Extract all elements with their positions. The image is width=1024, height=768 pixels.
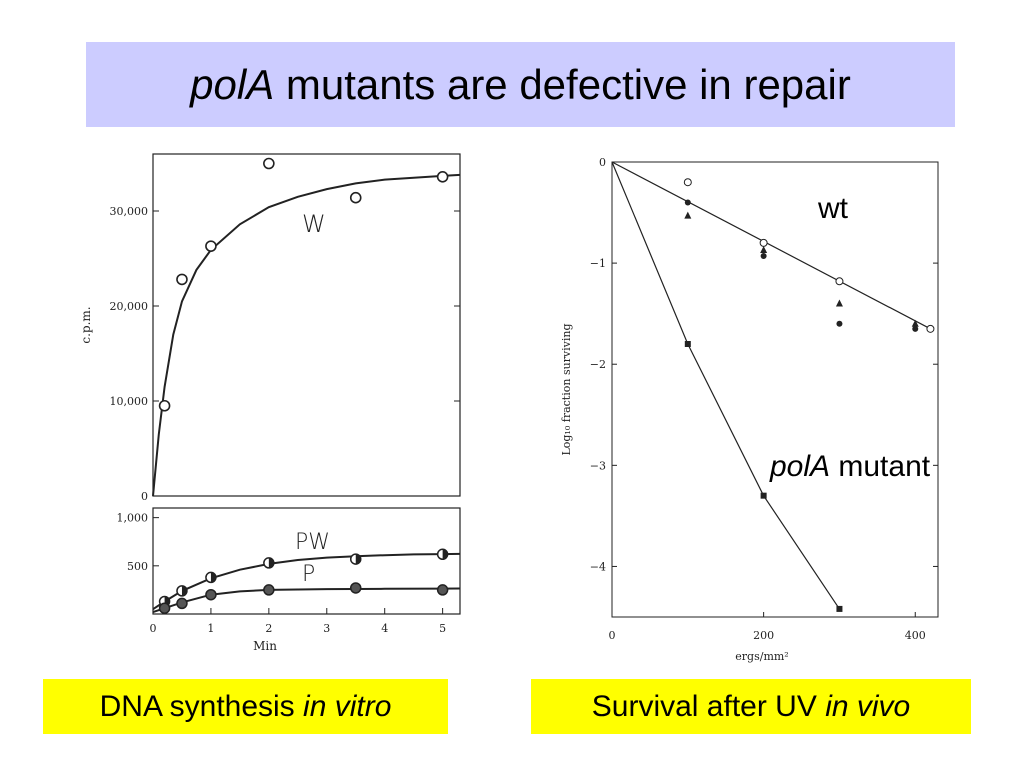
- series-line-w: [152, 173, 461, 497]
- x-tick-label: 5: [439, 622, 446, 635]
- mutant-gene: polA: [770, 450, 831, 483]
- data-point-half-pw: [268, 557, 274, 568]
- series-line-p: [152, 587, 461, 614]
- data-point-w: [205, 240, 217, 252]
- data-point-p: [436, 584, 449, 596]
- top-panel-frame: [152, 153, 461, 497]
- data-point-p: [158, 602, 171, 614]
- data-point-p: [349, 582, 362, 594]
- data-point-w: [176, 273, 188, 286]
- caption-left-italic: in vitro: [303, 689, 392, 723]
- series-label-p: P: [302, 562, 315, 587]
- y-tick-label: 1,000: [117, 512, 149, 525]
- x-tick-label: 0: [150, 622, 157, 635]
- x-tick-label: 4: [381, 622, 388, 635]
- x-tick-label: 1: [207, 622, 214, 635]
- data-point-p: [205, 588, 217, 601]
- title-gene: polA: [190, 60, 275, 108]
- data-point-half-pw: [355, 554, 361, 565]
- y-axis-label: c.p.m.: [79, 306, 93, 343]
- y-tick-label: 0: [141, 490, 148, 503]
- data-point-p: [263, 584, 275, 596]
- caption-left-main: DNA synthesis: [99, 689, 304, 723]
- x-tick-label: 2: [265, 622, 272, 635]
- caption-in-vitro: DNA synthesis in vitro: [43, 679, 448, 734]
- data-point-w: [158, 399, 171, 412]
- data-point-half-pw: [210, 572, 216, 583]
- y-tick-label: 30,000: [110, 205, 149, 218]
- pola-mutant-label: polA mutant: [770, 450, 930, 484]
- caption-right-main: Survival after UV: [591, 689, 826, 723]
- data-point-half-pw: [181, 585, 187, 596]
- bottom-panel-frame: [152, 507, 461, 615]
- title-banner: polA mutants are defective in repair: [86, 42, 955, 127]
- data-point-w: [349, 191, 362, 204]
- y-tick-label: 500: [127, 560, 148, 573]
- wt-label: wt: [818, 192, 848, 225]
- series-label-pw: PW: [295, 530, 330, 555]
- y-tick-label: 20,000: [110, 300, 149, 313]
- data-point-half-pw: [442, 549, 448, 560]
- x-axis-label: Min: [253, 639, 277, 653]
- caption-in-vivo: Survival after UV in vivo: [531, 679, 971, 734]
- y-tick-label: 10,000: [110, 395, 149, 408]
- caption-right-italic: in vivo: [825, 689, 911, 723]
- series-label-w: W: [302, 210, 326, 238]
- data-point-p: [176, 597, 188, 610]
- data-point-w: [263, 157, 275, 170]
- title-rest: mutants are defective in repair: [274, 60, 851, 108]
- slide-title: polA mutants are defective in repair: [190, 61, 851, 109]
- x-tick-label: 3: [323, 622, 330, 635]
- data-point-w: [436, 171, 449, 183]
- mutant-rest: mutant: [830, 450, 931, 483]
